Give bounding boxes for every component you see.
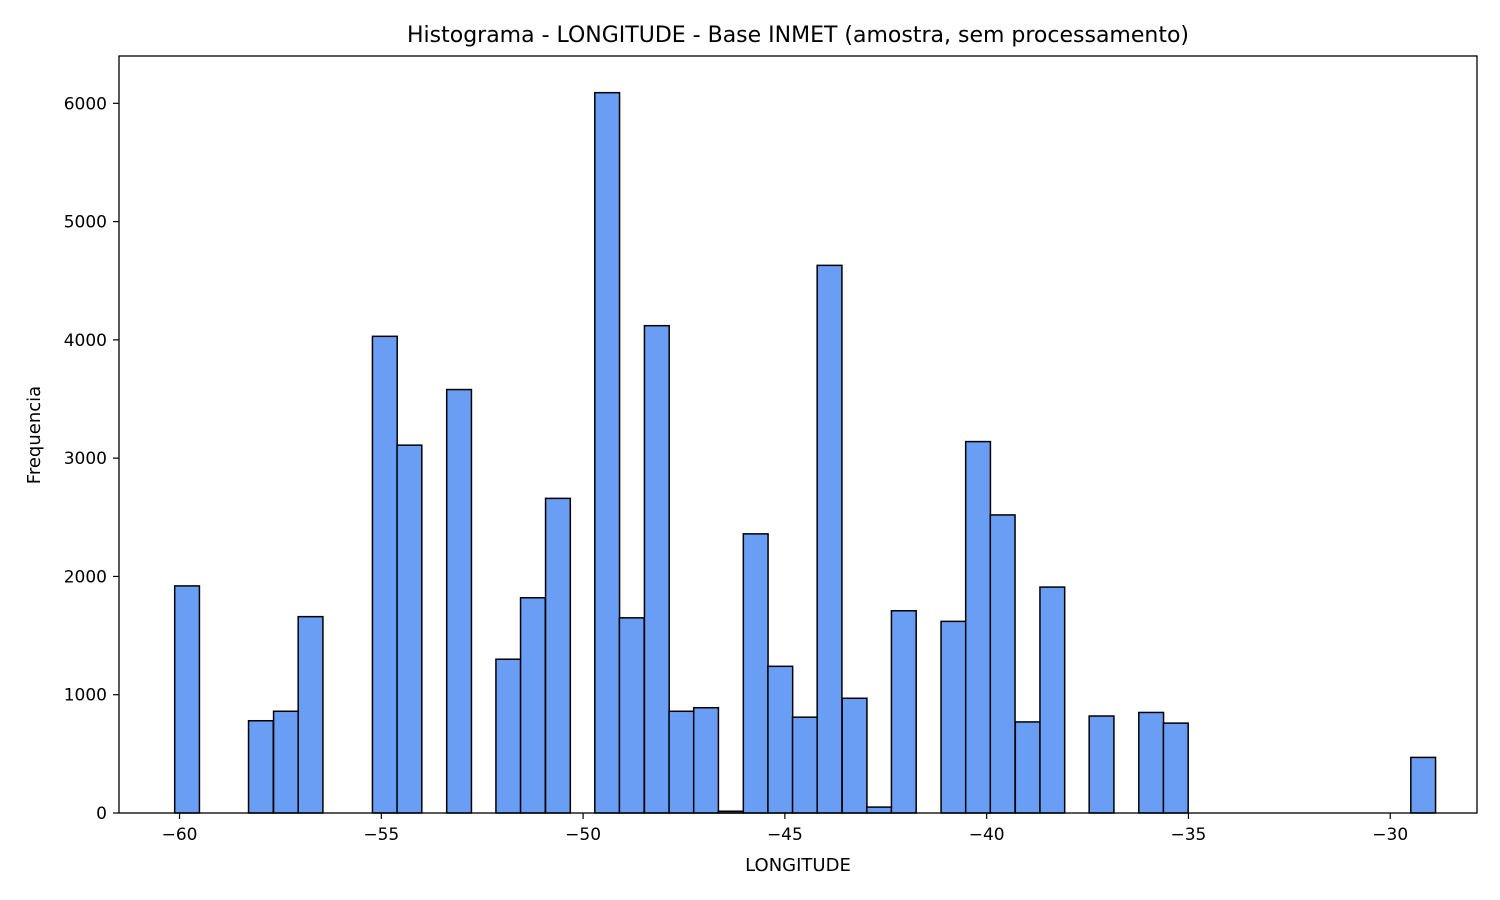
histogram-bar-8 xyxy=(519,596,547,814)
plot-frame xyxy=(118,55,1478,814)
histogram-bar-7 xyxy=(495,658,522,814)
y-axis-label: Frequencia xyxy=(24,386,45,484)
histogram-bar-16 xyxy=(742,533,769,814)
histogram-bar-30 xyxy=(1162,722,1189,814)
histogram-bar-24 xyxy=(964,440,992,814)
y-axis-ticks: 0 1000 2000 3000 4000 5000 6000 xyxy=(64,94,119,824)
y-tick-label-0: 0 xyxy=(96,804,107,824)
histogram-bar-25 xyxy=(989,514,1016,814)
chart-title: Histograma - LONGITUDE - Base INMET (amo… xyxy=(407,23,1189,48)
histogram-bar-20 xyxy=(841,697,868,814)
histogram-bar-31 xyxy=(1410,756,1437,814)
y-tick-label-4: 4000 xyxy=(64,331,107,351)
x-tick-label-2: −50 xyxy=(565,825,601,845)
histogram-bar-27 xyxy=(1039,586,1066,814)
x-axis-ticks: −60 −55 −50 −45 −40 −35 −30 xyxy=(162,813,1408,845)
histogram-bar-26 xyxy=(1014,721,1041,814)
x-tick-label-6: −30 xyxy=(1372,825,1408,845)
histogram-bar-18 xyxy=(791,716,819,814)
bars-group xyxy=(173,91,1437,814)
x-axis-label: LONGITUDE xyxy=(745,855,851,876)
x-tick-label-3: −45 xyxy=(767,825,803,845)
histogram-bar-29 xyxy=(1138,711,1165,814)
y-tick-label-2: 2000 xyxy=(64,567,107,587)
histogram-bar-4 xyxy=(371,335,398,814)
histogram-bar-14 xyxy=(692,706,720,814)
histogram-bar-6 xyxy=(445,388,473,814)
y-tick-label-6: 6000 xyxy=(64,94,107,114)
histogram-bar-19 xyxy=(816,264,843,814)
histogram-bar-28 xyxy=(1088,715,1115,814)
histogram-bar-1 xyxy=(247,719,275,814)
y-tick-label-3: 3000 xyxy=(64,449,107,469)
x-tick-label-5: −35 xyxy=(1171,825,1207,845)
histogram-bar-3 xyxy=(297,615,324,814)
x-tick-label-4: −40 xyxy=(969,825,1005,845)
x-tick-label-1: −55 xyxy=(363,825,399,845)
histogram-bar-21 xyxy=(866,806,893,814)
histogram-bar-12 xyxy=(643,324,670,814)
histogram-bar-9 xyxy=(544,497,572,814)
histogram-bar-11 xyxy=(618,617,645,814)
histogram-bar-2 xyxy=(272,710,300,814)
x-tick-label-0: −60 xyxy=(162,825,198,845)
histogram-bar-22 xyxy=(890,609,917,814)
y-tick-label-5: 5000 xyxy=(64,213,107,233)
histogram-bar-5 xyxy=(396,444,423,814)
histogram-bar-17 xyxy=(767,665,794,814)
histogram-bar-10 xyxy=(594,91,621,814)
histogram-bar-23 xyxy=(940,620,967,814)
y-tick-label-1: 1000 xyxy=(64,686,107,706)
histogram-bar-0 xyxy=(173,585,201,814)
histogram-bar-13 xyxy=(668,710,695,814)
